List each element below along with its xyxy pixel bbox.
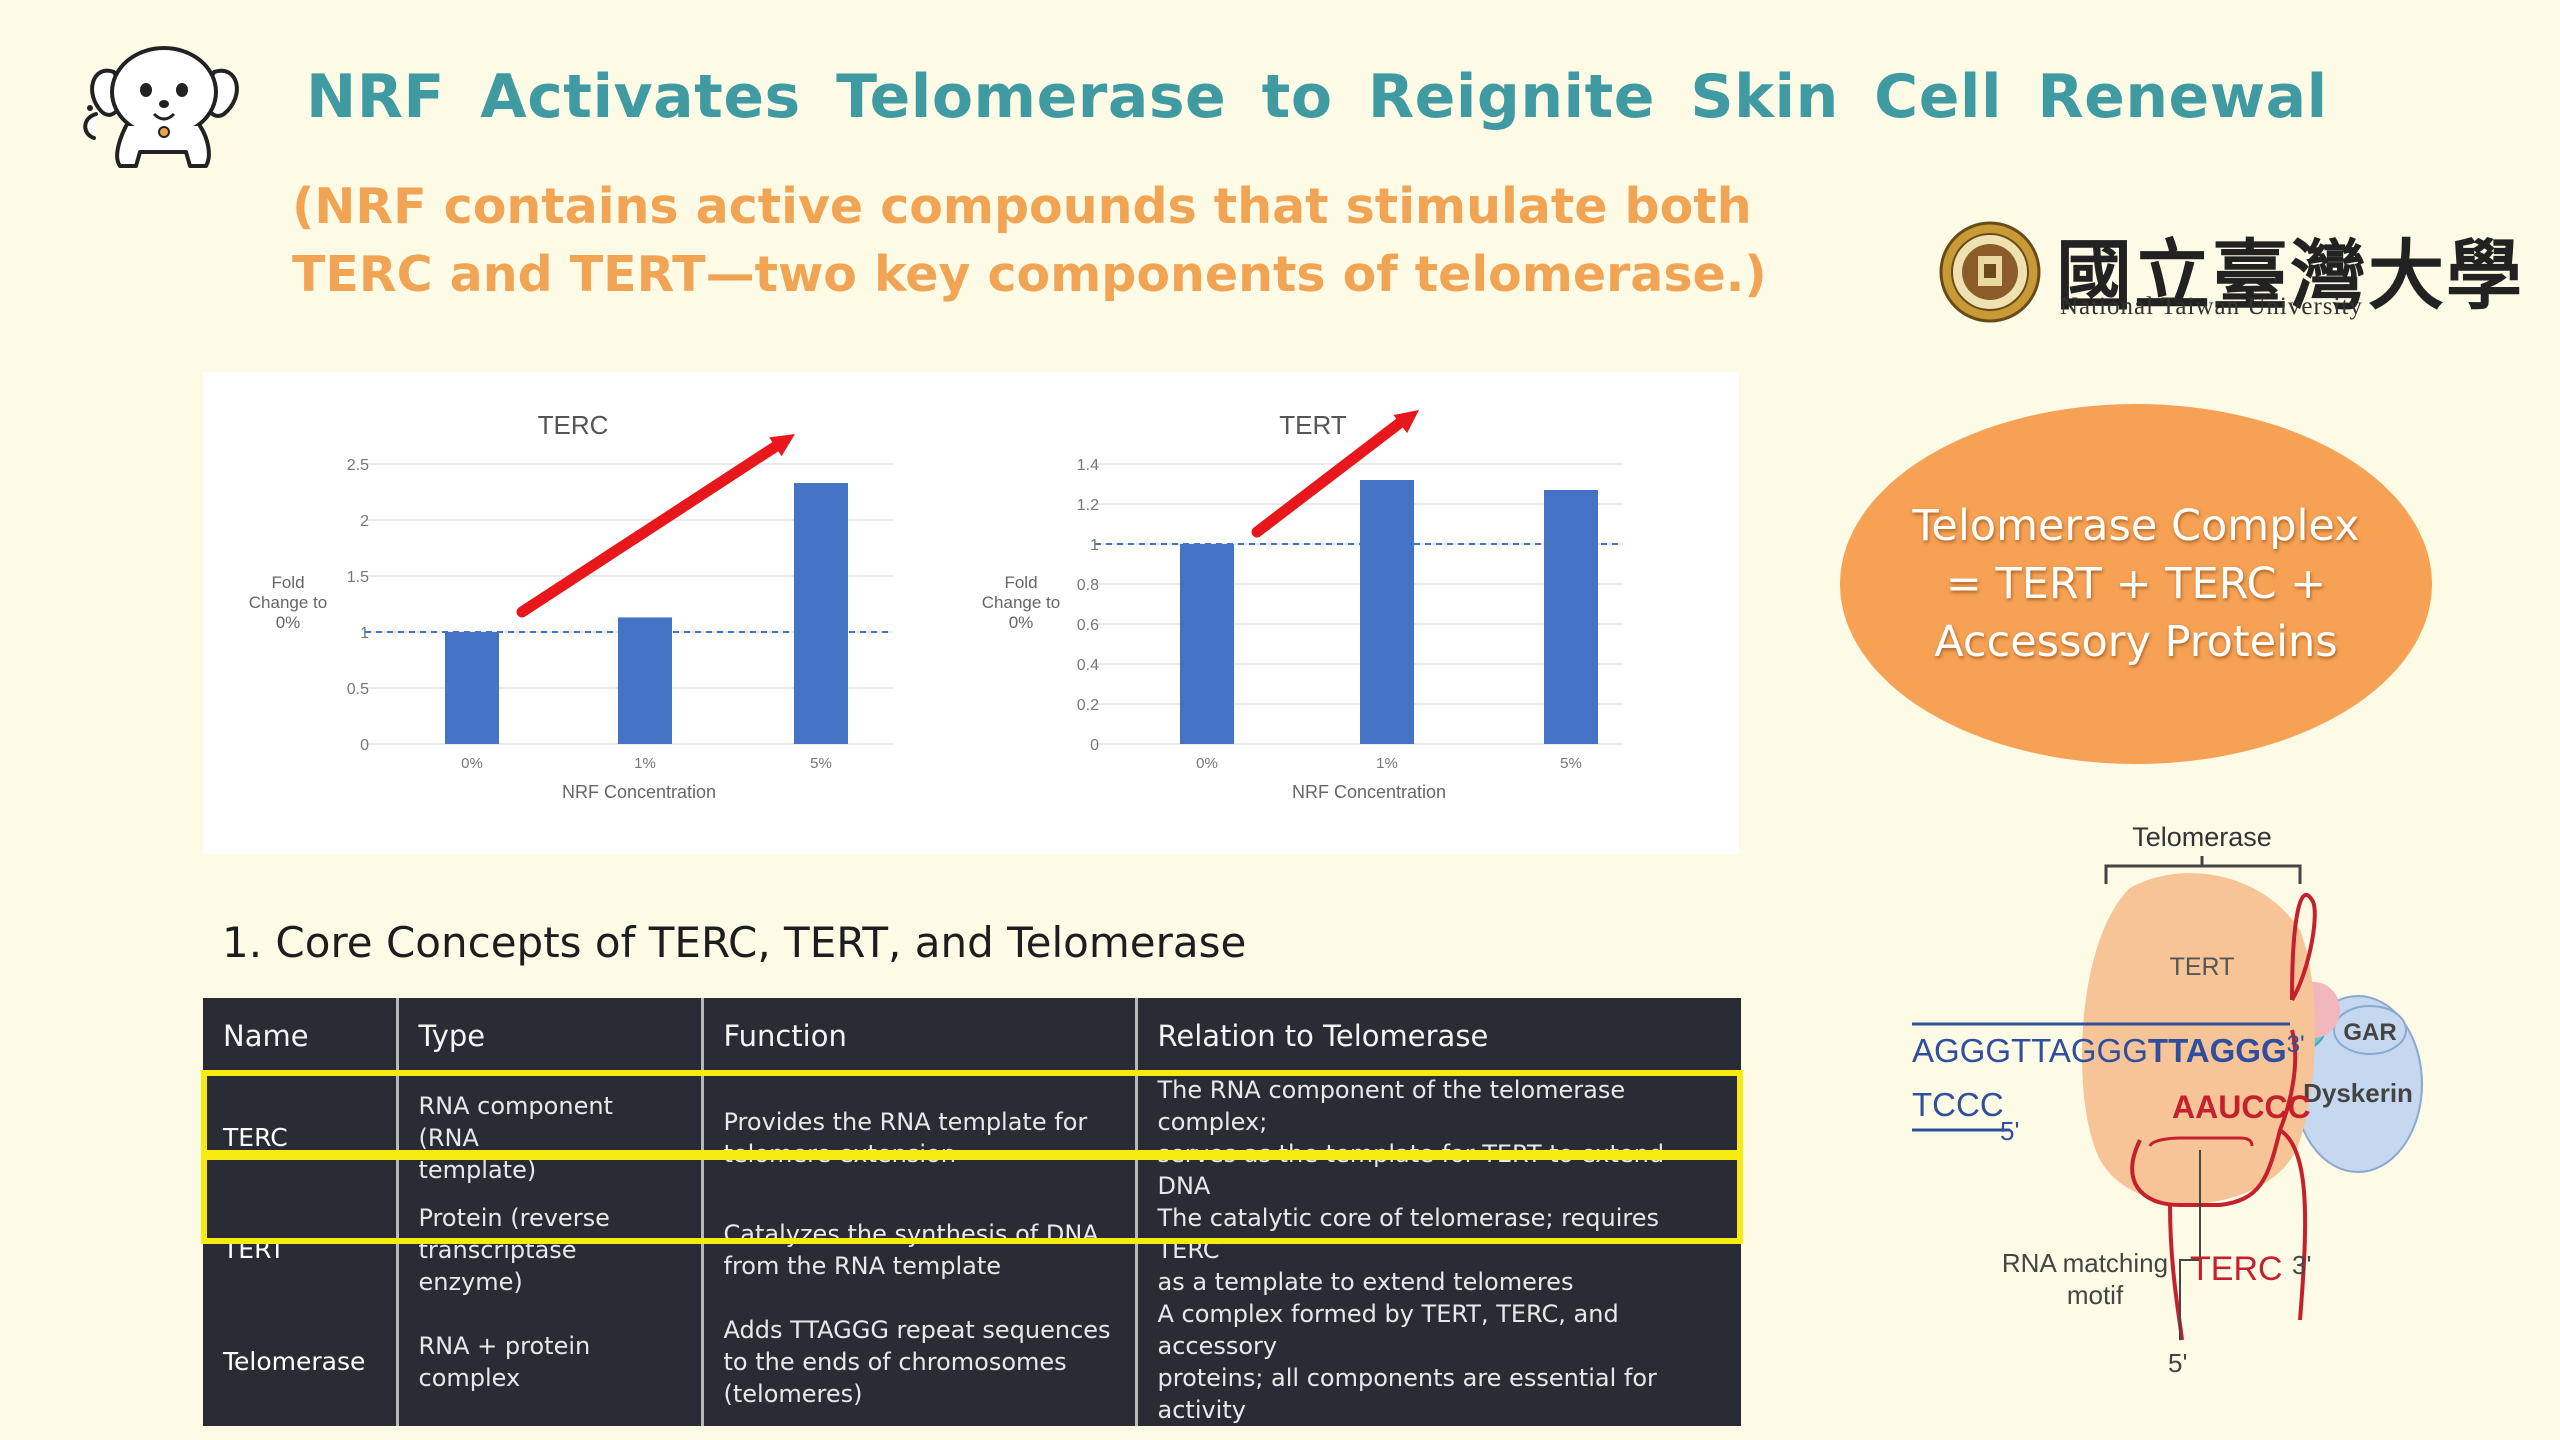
trend-arrow-head [769,434,795,457]
y-tick-label: 1.4 [1077,457,1099,474]
header-type: Type [397,998,704,1074]
y-tick-label: 0.5 [347,681,369,698]
y-tick-label: 0.6 [1077,617,1099,634]
y-tick-label: 1.5 [347,569,369,586]
terc-3prime: 3' [2292,1250,2311,1280]
terc-5prime: 5' [2168,1348,2187,1378]
terc-strand [2130,892,2317,1341]
row-type-cell: RNA + protein complex [397,1298,704,1426]
bar-0% [1180,544,1234,744]
y-tick-label: 0.2 [1077,697,1099,714]
y-tick-label: 2 [360,513,369,530]
gar-shape [2333,1005,2407,1055]
header-function: Function [702,998,1138,1074]
trend-arrow [1251,413,1411,538]
callout-line-1: Telomerase Complex [1912,501,2360,551]
bar-5% [1544,490,1598,744]
puppy-mascot-icon [83,46,239,168]
y-axis-label: Fold [1004,573,1037,592]
rna-template-sequence: AAUCCC [2172,1089,2311,1125]
bar-0% [445,632,499,744]
row-function-cell: Catalyzes the synthesis of DNA from the R… [702,1202,1138,1298]
y-tick-label: 0 [1090,737,1099,754]
row-relation-cell: A complex formed by TERT, TERC, and acce… [1157,1300,1657,1424]
subtitle-line-1: (NRF contains active compounds that stim… [292,178,1752,235]
x-tick-label: 1% [634,755,656,772]
university-name-chinese: 國立臺灣大學 [2056,231,2524,320]
subtitle-line-2: TERC and TERT—two key components of telo… [292,246,1767,303]
y-tick-label: 1.2 [1077,497,1099,514]
dna-bottom-strand: TCCC [1912,1086,2004,1123]
chart-title: TERT [1279,410,1347,440]
y-axis-label: Change to [249,593,327,612]
bar-1% [618,617,672,744]
y-tick-label: 0.4 [1077,657,1099,674]
bar-charts: 0 0.5 1 1.5 2 2.5 0% 1% 5% TERC NRF Concentration F… [249,410,1623,802]
row-type-cell: RNA component (RNA template) [397,1074,704,1202]
header-relation: Relation to Telomerase [1157,1019,1489,1053]
row-relation-cell: The catalytic core of telomerase; requir… [1157,1204,1660,1296]
section-heading: 1. Core Concepts of TERC, TERT, and Telo… [222,918,1247,967]
y-axis-label: 0% [1009,613,1034,632]
row-relation-cell: The RNA component of the telomerase comp… [1157,1076,1665,1200]
y-tick-label: 1 [1090,537,1099,554]
row-name-cell: Telomerase [203,1298,399,1426]
row-name-cell: TERC [203,1074,399,1202]
concepts-table: Name Type Function Relation to Telomeras… [203,998,1741,1426]
terc-label: TERC [2190,1250,2283,1288]
page-title: NRF Activates Telomerase to Reignite Ski… [306,62,2328,132]
trend-arrow-head [1393,410,1419,434]
table-header-row: Name Type Function Relation to Telomeras… [203,998,1741,1074]
x-tick-label: 0% [1196,755,1218,772]
y-tick-label: 2.5 [347,457,369,474]
rna-matching-label: RNA matching [2002,1248,2168,1278]
x-tick-label: 1% [1376,755,1398,772]
x-axis-label: NRF Concentration [1292,782,1446,802]
row-name-cell: TERT [203,1202,399,1298]
row-function-cell: Provides the RNA template for telomere ex… [702,1074,1138,1202]
table-row: TERT Protein (reverse transcriptase enzym… [203,1202,1741,1298]
telomerase-complex-callout: Telomerase Complex = TERT + TERC + Acces… [1840,404,2432,764]
diagram-gar-label: GAR [2343,1019,2396,1046]
table-row: Telomerase RNA + protein complex Adds TTA… [203,1298,1741,1426]
x-axis-label: NRF Concentration [562,782,716,802]
charts-panel: 0 0.5 1 1.5 2 2.5 0% 1% 5% TERC NRF Concentration F… [203,372,1739,854]
header-name: Name [203,998,399,1074]
x-tick-label: 0% [461,755,483,772]
ntu-seal-icon [1939,221,2041,323]
dna-top-strand: AGGGTTAGGGTTAGGG3' [1912,1031,2305,1069]
tert-shape [2082,873,2315,1204]
diagram-telomerase-label: Telomerase [2132,822,2272,852]
diagram-dyskerin-label: Dyskerin [2303,1078,2413,1108]
x-tick-label: 5% [1560,755,1582,772]
telomerase-diagram: Telomerase TERT GAR Dyskerin AGGGTTAGGGT… [1912,822,2423,1378]
table-row: TERC RNA component (RNA template) Provide… [203,1074,1741,1202]
row-function-cell: Adds TTAGGG repeat sequences to the ends … [702,1298,1138,1426]
bar-1% [1360,480,1414,744]
y-tick-label: 0.8 [1077,577,1099,594]
bar-5% [794,483,848,744]
dna-bottom-5prime: 5' [2000,1116,2019,1146]
rna-matching-motif-label: motif [2067,1280,2124,1310]
callout-line-2: = TERT + TERC + [1945,559,2327,609]
diagram-tert-label: TERT [2170,953,2235,981]
y-axis-label: Fold [271,573,304,592]
x-tick-label: 5% [810,755,832,772]
university-name-english: National Taiwan University [2060,293,2363,320]
y-tick-label: 1 [360,625,369,642]
trend-arrow [516,437,787,618]
callout-line-3: Accessory Proteins [1934,617,2338,667]
row-type-cell: Protein (reverse transcriptase enzyme) [397,1202,704,1298]
y-axis-label: 0% [276,613,301,632]
y-tick-label: 0 [360,737,369,754]
chart-title: TERC [538,410,609,440]
y-axis-label: Change to [982,593,1060,612]
